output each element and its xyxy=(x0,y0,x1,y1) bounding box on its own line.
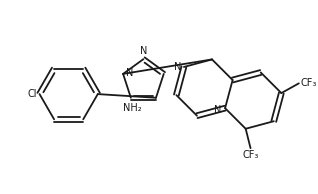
Text: N: N xyxy=(174,62,181,72)
Text: N: N xyxy=(126,68,133,78)
Text: CF₃: CF₃ xyxy=(242,150,259,160)
Text: N: N xyxy=(140,46,147,56)
Text: Cl: Cl xyxy=(27,89,37,99)
Text: CF₃: CF₃ xyxy=(301,78,317,88)
Text: NH₂: NH₂ xyxy=(123,103,142,113)
Text: N: N xyxy=(214,105,221,115)
